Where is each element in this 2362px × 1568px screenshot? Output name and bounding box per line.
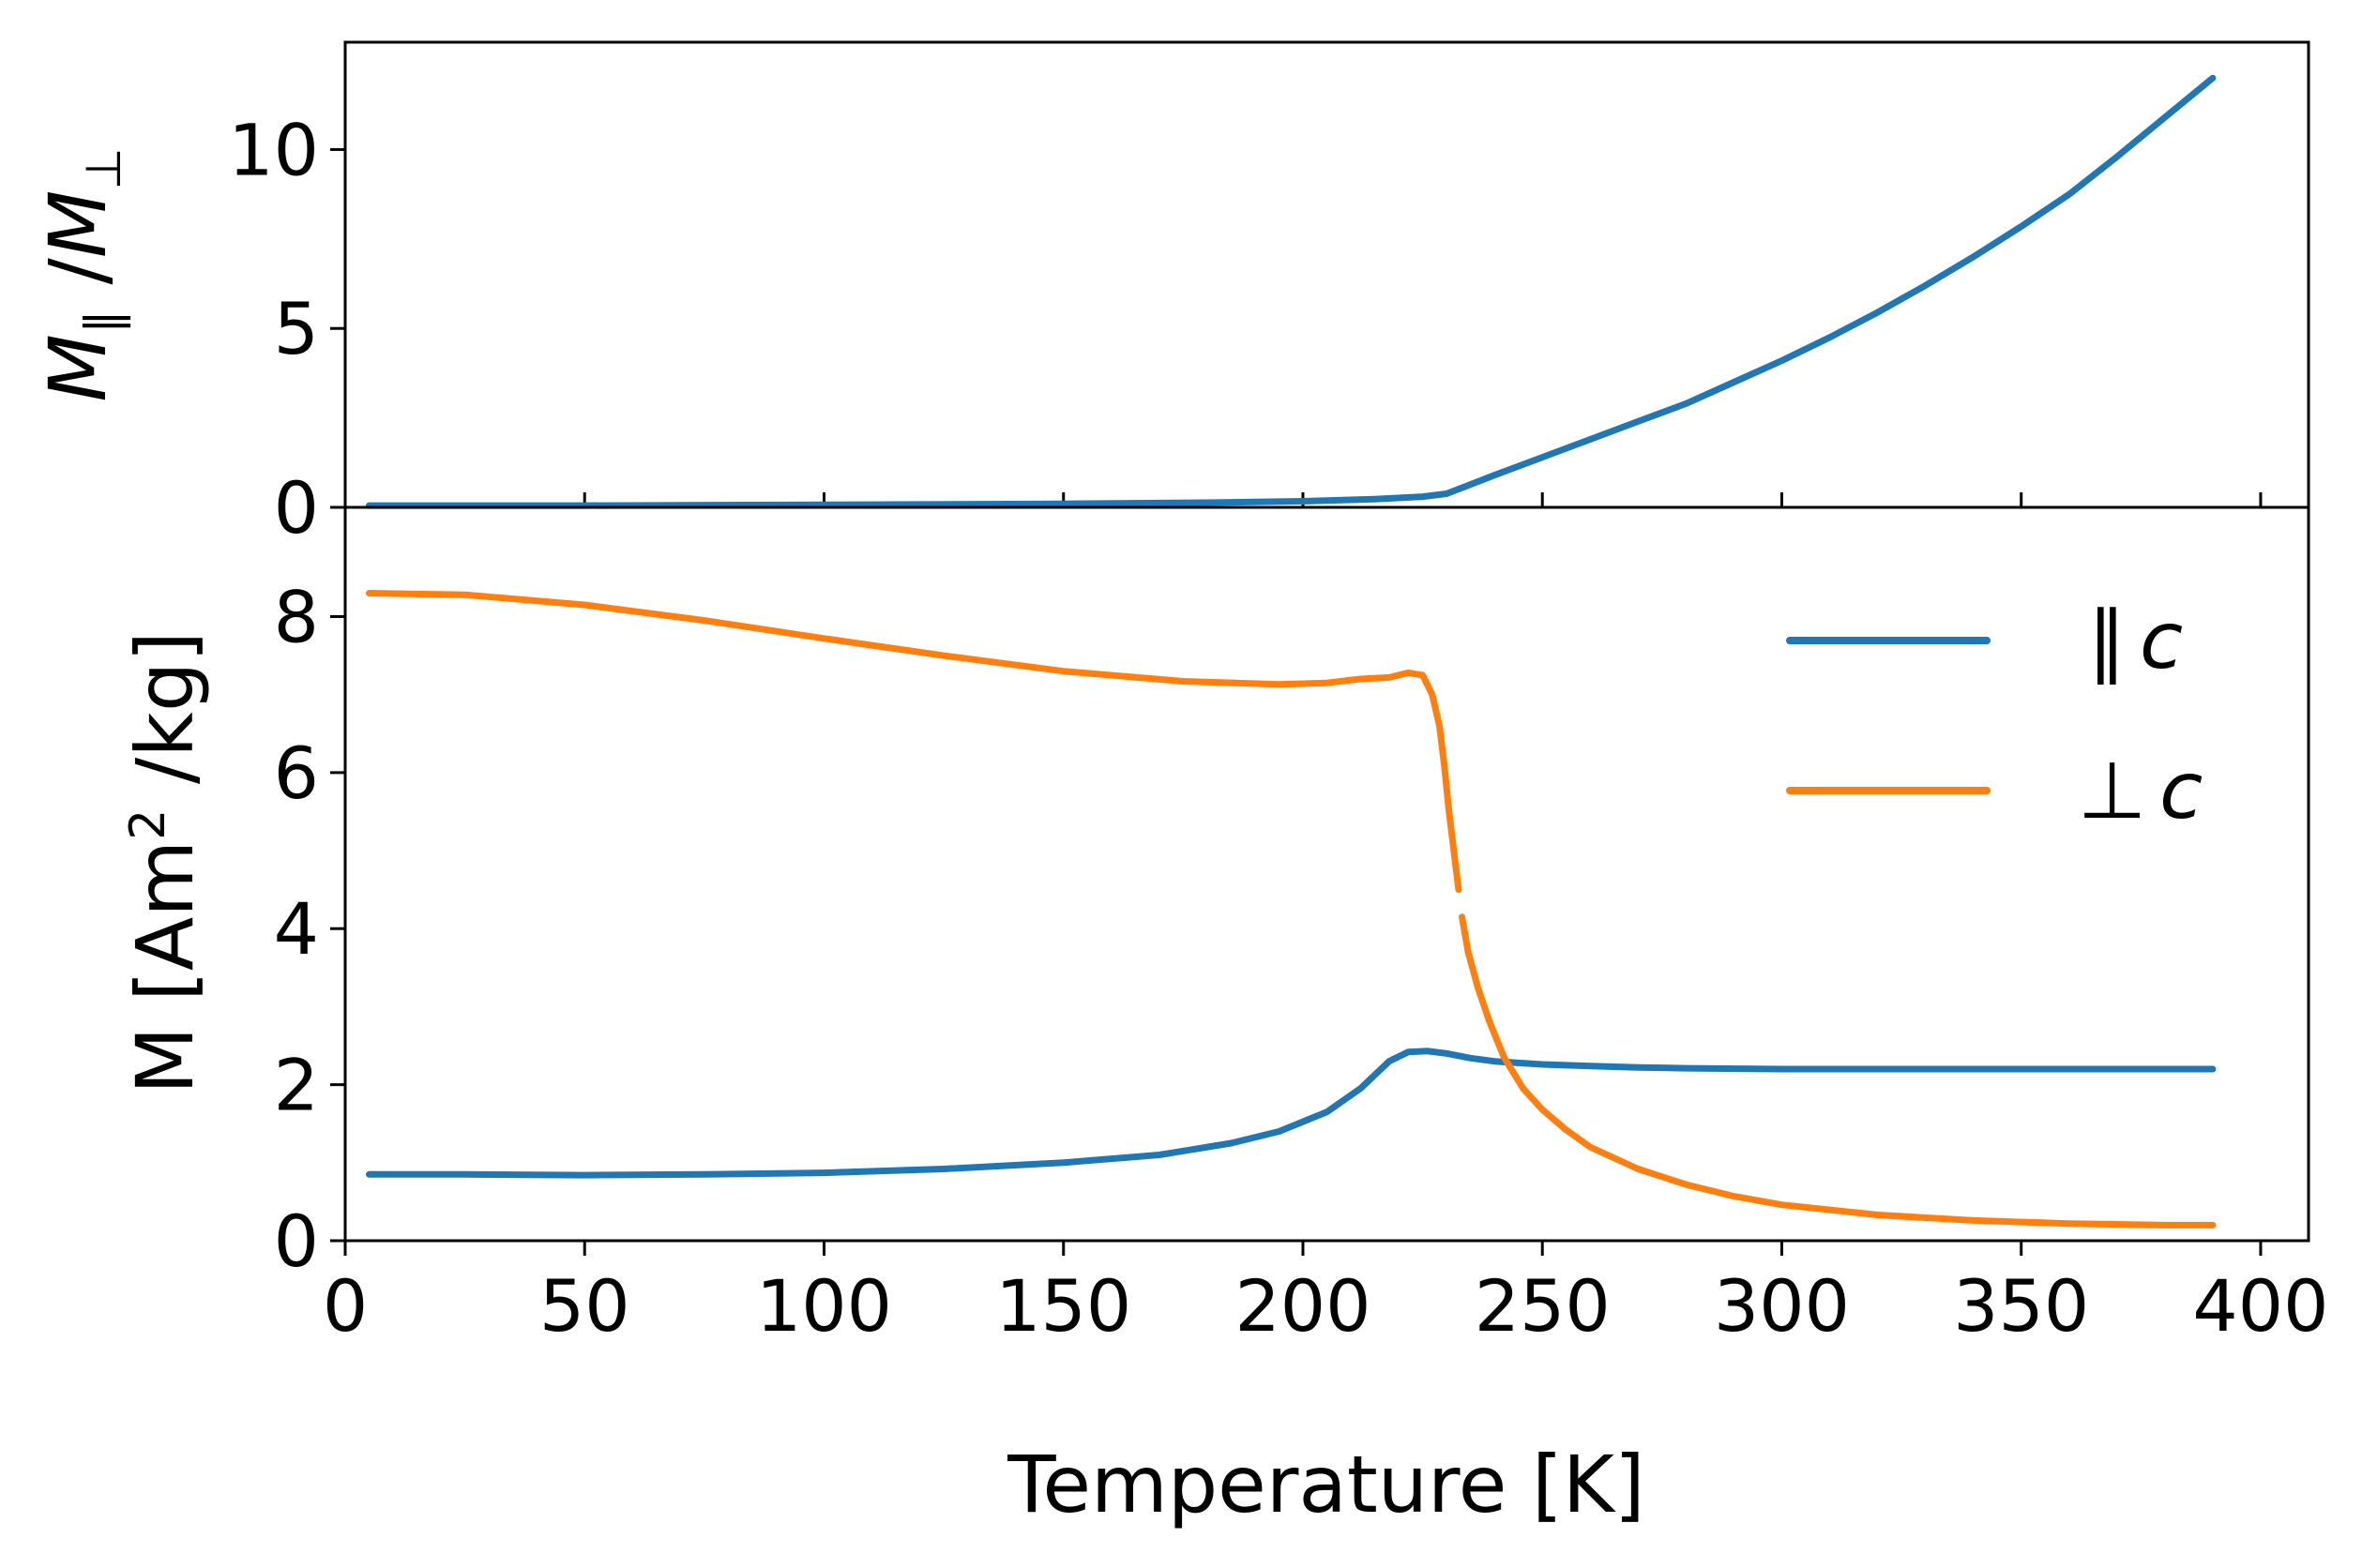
bottom-x-tick-label: 50 [539,1264,630,1348]
bottom-y-tick-label: 2 [274,1044,319,1127]
top-y-ticks: 0 5 10 [228,108,345,550]
bottom-x-ticks: 0 50 100 150 200 250 300 350 400 [323,1241,2328,1348]
ratio-series-line [366,74,2217,509]
bottom-y-ticks: 0 2 4 6 8 [274,575,345,1283]
top-y-axis-label: M∥ /M⊥ [32,147,132,401]
bottom-panel: 0 2 4 6 8 0 50 100 150 200 250 300 350 400 M [Am2 /k… [119,505,2328,1530]
bottom-x-tick-label: 200 [1234,1264,1370,1348]
bottom-y-tick-label: 4 [274,887,319,971]
top-axes-frame [343,40,2310,509]
top-x-ticks [343,492,2263,507]
bottom-x-tick-label: 350 [1953,1264,2089,1348]
bottom-x-tick-label: 400 [2192,1264,2328,1348]
top-y-tick-label: 10 [228,108,319,191]
bottom-x-tick-label: 100 [756,1264,892,1348]
x-axis-label: Temperature [K] [1007,1439,1644,1530]
legend: ∥ c ⊥ c [1786,595,2203,837]
bottom-y-tick-label: 8 [274,575,319,658]
top-y-tick-label: 0 [274,466,319,550]
top-plot-lines [366,74,2217,509]
perpendicular-series-line [1459,913,2217,1229]
top-y-tick-label: 5 [274,287,319,370]
bottom-x-tick-label: 300 [1714,1264,1850,1348]
bottom-plot-lines [366,590,2217,1229]
bottom-axes-frame [343,505,2310,1243]
perpendicular-series-line [366,590,1462,894]
bottom-y-axis-label: M [Am2 /kg] [119,631,211,1094]
bottom-x-tick-label: 250 [1475,1264,1611,1348]
top-panel: 0 5 10 M∥ /M⊥ [32,40,2310,550]
bottom-x-tick-label: 0 [323,1264,368,1348]
bottom-y-tick-label: 0 [274,1199,319,1283]
bottom-x-tick-label: 150 [995,1264,1131,1348]
bottom-y-tick-label: 6 [274,731,319,815]
legend-label-parallel: ∥ c [2087,595,2183,686]
parallel-series-line [366,1048,2217,1179]
legend-label-perpendicular: ⊥ c [2078,745,2203,837]
